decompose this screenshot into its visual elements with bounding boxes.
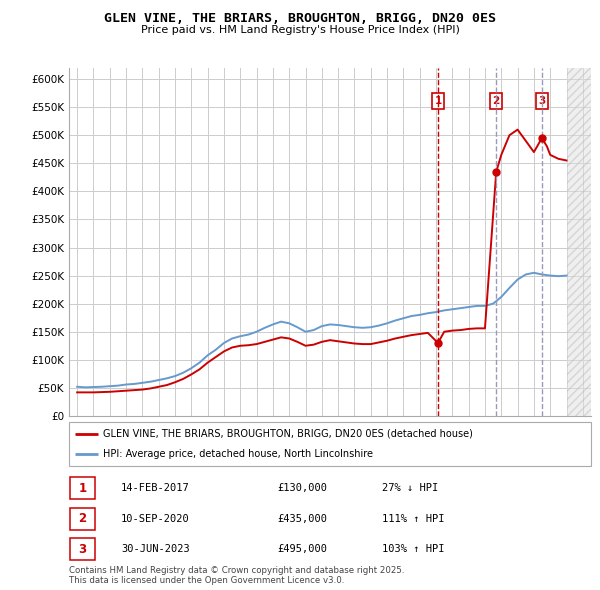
Text: 14-FEB-2017: 14-FEB-2017 bbox=[121, 483, 190, 493]
Text: Price paid vs. HM Land Registry's House Price Index (HPI): Price paid vs. HM Land Registry's House … bbox=[140, 25, 460, 35]
Text: £130,000: £130,000 bbox=[278, 483, 328, 493]
Text: 111% ↑ HPI: 111% ↑ HPI bbox=[382, 514, 445, 524]
Bar bbox=[70, 507, 95, 530]
Text: 3: 3 bbox=[538, 96, 545, 106]
Text: GLEN VINE, THE BRIARS, BROUGHTON, BRIGG, DN20 0ES: GLEN VINE, THE BRIARS, BROUGHTON, BRIGG,… bbox=[104, 12, 496, 25]
Text: 103% ↑ HPI: 103% ↑ HPI bbox=[382, 545, 445, 555]
Text: 1: 1 bbox=[434, 96, 442, 106]
Text: 3: 3 bbox=[79, 543, 86, 556]
Bar bbox=[566, 68, 591, 416]
Text: 30-JUN-2023: 30-JUN-2023 bbox=[121, 545, 190, 555]
Bar bbox=[70, 477, 95, 499]
Text: GLEN VINE, THE BRIARS, BROUGHTON, BRIGG, DN20 0ES (detached house): GLEN VINE, THE BRIARS, BROUGHTON, BRIGG,… bbox=[103, 429, 473, 439]
Text: 1: 1 bbox=[79, 481, 86, 494]
Text: £495,000: £495,000 bbox=[278, 545, 328, 555]
Text: Contains HM Land Registry data © Crown copyright and database right 2025.
This d: Contains HM Land Registry data © Crown c… bbox=[69, 566, 404, 585]
Text: HPI: Average price, detached house, North Lincolnshire: HPI: Average price, detached house, Nort… bbox=[103, 449, 373, 459]
Text: £435,000: £435,000 bbox=[278, 514, 328, 524]
Text: 2: 2 bbox=[493, 96, 500, 106]
Text: 27% ↓ HPI: 27% ↓ HPI bbox=[382, 483, 439, 493]
Text: 2: 2 bbox=[79, 512, 86, 525]
Text: 10-SEP-2020: 10-SEP-2020 bbox=[121, 514, 190, 524]
Bar bbox=[70, 538, 95, 560]
